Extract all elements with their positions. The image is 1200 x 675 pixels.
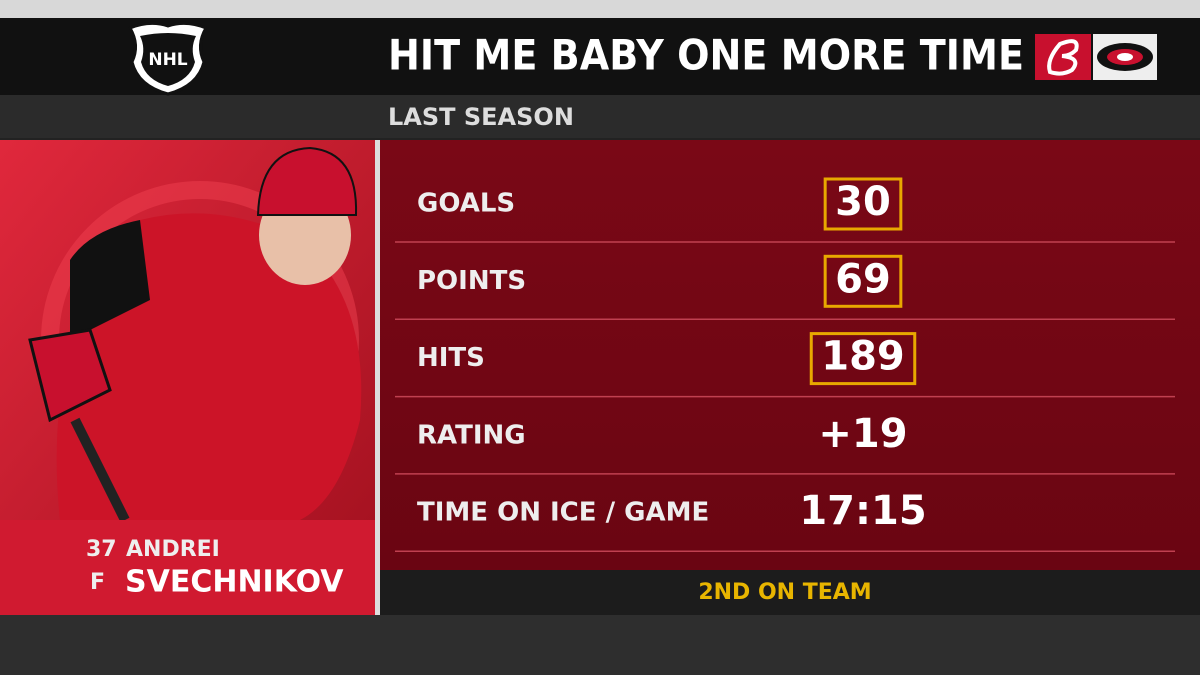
stat-value: +19 bbox=[818, 411, 907, 457]
top-strip bbox=[0, 0, 1200, 18]
player-position: F bbox=[90, 570, 105, 595]
stat-label: POINTS bbox=[417, 266, 526, 296]
highlight-box bbox=[809, 332, 917, 386]
player-photo-stick bbox=[70, 417, 130, 523]
subtitle-band bbox=[0, 95, 1200, 138]
stat-label: TIME ON ICE / GAME bbox=[417, 498, 709, 528]
stat-value: 17:15 bbox=[799, 488, 926, 534]
player-last-name: SVECHNIKOV bbox=[125, 565, 344, 600]
player-photo-helmet bbox=[256, 146, 358, 216]
team-logo-mark bbox=[1117, 53, 1133, 61]
bottom-band bbox=[0, 615, 1200, 675]
name-plate bbox=[0, 520, 375, 615]
divider bbox=[375, 140, 380, 615]
stat-value: 30 bbox=[835, 179, 891, 225]
stats-rows: GOALS 30 POINTS 69 HITS 189 RATING +19 TIME ON I… bbox=[395, 177, 1175, 552]
highlight-box bbox=[823, 254, 903, 308]
sponsor-logo-mark bbox=[1047, 39, 1079, 76]
footer-band bbox=[380, 570, 1200, 615]
stats-panel bbox=[380, 140, 1200, 570]
title: HIT ME BABY ONE MORE TIME bbox=[388, 31, 1024, 80]
stat-label: HITS bbox=[417, 343, 485, 373]
highlight-box bbox=[823, 177, 903, 231]
nhl-logo-text: NHL bbox=[148, 50, 187, 70]
player-photo-glove bbox=[28, 328, 112, 423]
player-number: 37 bbox=[86, 537, 117, 562]
stat-value: 189 bbox=[821, 334, 905, 380]
footer-note: 2ND ON TEAM bbox=[698, 580, 871, 605]
player-first-name: ANDREI bbox=[126, 537, 220, 562]
nhl-logo-inner bbox=[140, 33, 196, 86]
stat-value: 69 bbox=[835, 256, 891, 302]
subtitle: LAST SEASON bbox=[388, 103, 574, 131]
stat-label: RATING bbox=[417, 420, 526, 450]
player-photo-arm bbox=[70, 220, 150, 340]
stat-label: GOALS bbox=[417, 189, 515, 219]
